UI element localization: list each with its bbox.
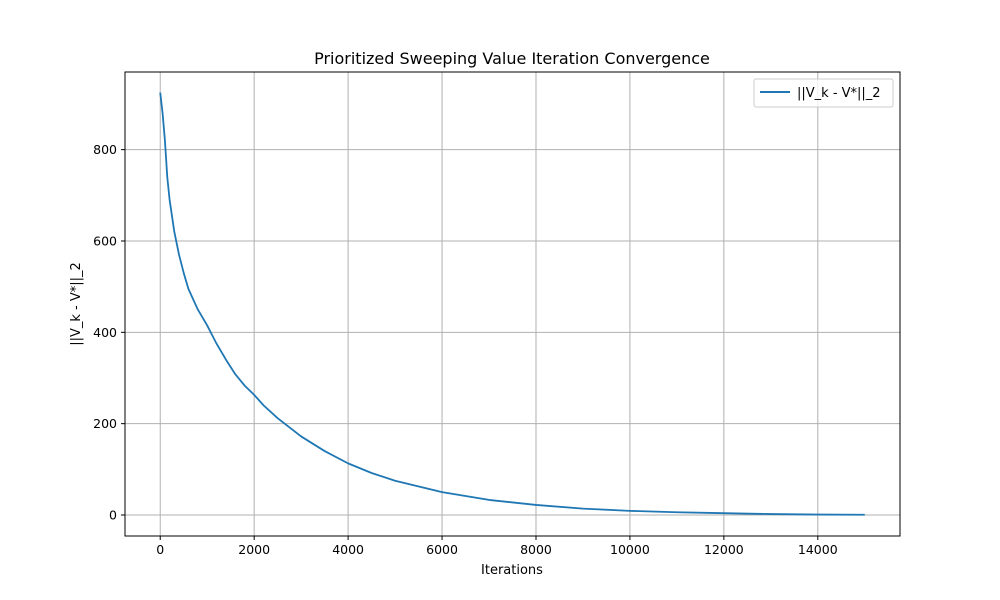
x-tick-label: 6000 bbox=[426, 542, 458, 557]
x-tick-label: 10000 bbox=[610, 542, 650, 557]
y-tick-label: 400 bbox=[93, 325, 117, 340]
x-tick-label: 12000 bbox=[704, 542, 744, 557]
x-tick-label: 2000 bbox=[238, 542, 270, 557]
legend-label: ||V_k - V*||_2 bbox=[797, 86, 881, 101]
x-tick-label: 0 bbox=[156, 542, 164, 557]
ticks: 0 2000 4000 6000 8000 10000 12000 14000 0 200 400 6… bbox=[93, 142, 838, 557]
x-tick-label: 14000 bbox=[798, 542, 838, 557]
series-line bbox=[159, 92, 865, 516]
legend: ||V_k - V*||_2 bbox=[753, 78, 894, 108]
y-tick-label: 800 bbox=[93, 142, 117, 157]
y-tick-label: 0 bbox=[109, 507, 117, 522]
grid bbox=[125, 72, 900, 536]
y-tick-label: 200 bbox=[93, 416, 117, 431]
y-axis-label: ||V_k - V*||_2 bbox=[69, 262, 84, 346]
series-layer bbox=[159, 92, 865, 516]
x-axis-label: Iterations bbox=[481, 563, 543, 578]
x-tick-label: 8000 bbox=[520, 542, 552, 557]
y-tick-label: 600 bbox=[93, 233, 117, 248]
plot-frame bbox=[124, 71, 901, 537]
legend-box bbox=[753, 78, 894, 108]
x-tick-label: 4000 bbox=[332, 542, 364, 557]
chart-title: Prioritized Sweeping Value Iteration Con… bbox=[314, 49, 710, 68]
